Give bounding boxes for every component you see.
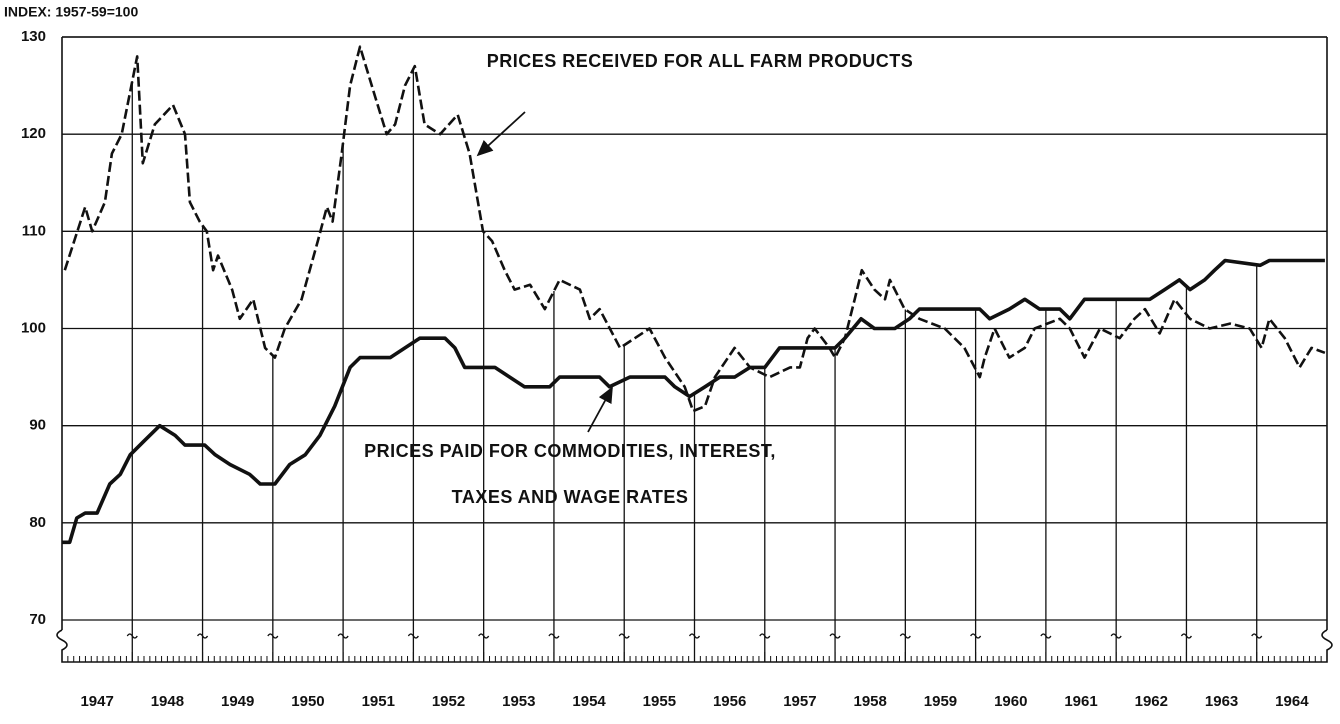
series-label: TAXES AND WAGE RATES: [452, 487, 689, 507]
axis-break-mark: [337, 633, 349, 639]
x-tick-label: 1955: [643, 693, 676, 710]
series-line: [63, 45, 1326, 413]
axis-break-mark: [688, 633, 701, 639]
y-tick-label: 130: [21, 28, 46, 45]
y-tick-label: 120: [21, 125, 46, 142]
x-tick-label: 1949: [221, 693, 254, 710]
x-tick-label: 1948: [151, 693, 184, 710]
axis-break-mark: [1040, 633, 1052, 639]
x-tick-label: 1950: [291, 693, 324, 710]
x-tick-label: 1953: [502, 693, 535, 710]
x-tick-label: 1961: [1064, 693, 1097, 710]
x-tick-label: 1958: [854, 693, 887, 710]
x-tick-label: 1957: [783, 693, 816, 710]
y-tick-label: 100: [21, 319, 46, 336]
axis-break-mark: [1251, 633, 1263, 639]
axis-break-mark: [267, 633, 279, 639]
x-tick-label: 1960: [994, 693, 1027, 710]
axis-break-mark: [1110, 633, 1122, 639]
x-tick-label: 1964: [1275, 693, 1309, 710]
annotation-arrow: [587, 386, 613, 433]
axis-break-mark: [618, 633, 630, 639]
series-label: PRICES PAID FOR COMMODITIES, INTEREST,: [364, 441, 776, 461]
x-tick-label: 1962: [1135, 693, 1168, 710]
axis-break-mark: [970, 633, 982, 639]
x-tick-label: 1952: [432, 693, 465, 710]
axis-break-mark: [759, 633, 771, 639]
x-tick-label: 1951: [362, 693, 395, 710]
axis-break-mark: [899, 633, 911, 639]
x-tick-label: 1963: [1205, 693, 1238, 710]
y-tick-label: 90: [29, 417, 46, 434]
y-tick-label: 110: [22, 222, 46, 239]
axis-label: INDEX: 1957-59=100: [4, 4, 138, 20]
y-tick-label: 80: [29, 514, 46, 531]
axis-break-mark: [407, 633, 419, 639]
axis-break-mark: [197, 633, 209, 639]
series-line: [62, 258, 1325, 545]
x-tick-label: 1954: [572, 693, 606, 710]
axis-break-mark: [548, 633, 560, 639]
series-label: PRICES RECEIVED FOR ALL FARM PRODUCTS: [487, 51, 914, 71]
annotation-arrow: [476, 111, 526, 157]
axis-break-mark: [1180, 633, 1192, 639]
y-tick-label: 70: [29, 611, 46, 628]
axis-break-mark: [126, 633, 138, 639]
axis-break-mark: [829, 633, 841, 639]
x-tick-label: 1956: [713, 693, 746, 710]
x-tick-label: 1959: [924, 693, 957, 710]
axis-break-mark: [478, 633, 490, 639]
x-tick-label: 1947: [80, 693, 113, 710]
